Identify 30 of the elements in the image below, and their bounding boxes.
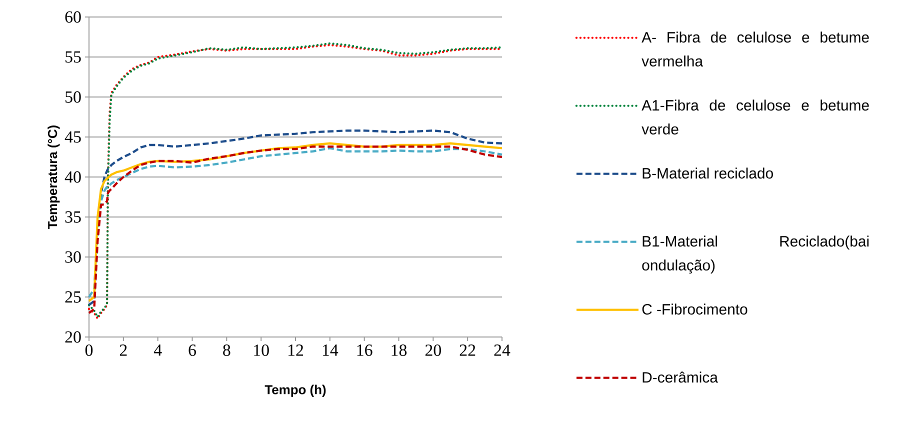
x-tick-label: 22 [460,344,476,356]
x-tick-label: 0 [85,344,93,356]
legend-label: A1-Fibra de celulose e betume verde [642,100,869,135]
y-tick-label: 60 [65,11,81,23]
y-tick-label: 20 [65,331,81,343]
x-tick-label: 16 [357,344,372,356]
y-tick-label: 55 [66,51,81,63]
x-tick-label: 10 [254,344,269,356]
x-tick-label: 14 [322,344,338,356]
legend-label: C -Fibrocimento [642,304,748,315]
y-tick-label: 40 [64,171,81,183]
x-tick-label: 2 [120,344,127,356]
y-tick-label: 30 [65,251,81,263]
x-tick-label: 24 [494,344,510,356]
x-tick-label: 8 [223,344,230,356]
y-tick-label: 35 [65,211,81,223]
legend-label: D-cerâmica [642,372,718,383]
x-axis-title: Tempo (h) [264,384,326,397]
x-tick-label: 18 [392,344,407,356]
x-tick-label: 6 [188,344,196,356]
y-tick-label: 45 [64,131,81,143]
x-tick-label: 20 [425,344,441,356]
y-tick-label: 25 [65,291,81,303]
x-tick-label: 12 [288,344,304,356]
legend-label: B-Material reciclado [642,168,773,179]
y-tick-label: 50 [66,91,81,103]
legend-label: A- Fibra de celulose e betume vermelha [642,32,869,67]
y-axis-title: Temperatura (°C) [48,126,60,229]
text: B1-Material Reciclado(bai ondulação) [642,236,869,274]
x-tick-label: 4 [154,344,162,356]
